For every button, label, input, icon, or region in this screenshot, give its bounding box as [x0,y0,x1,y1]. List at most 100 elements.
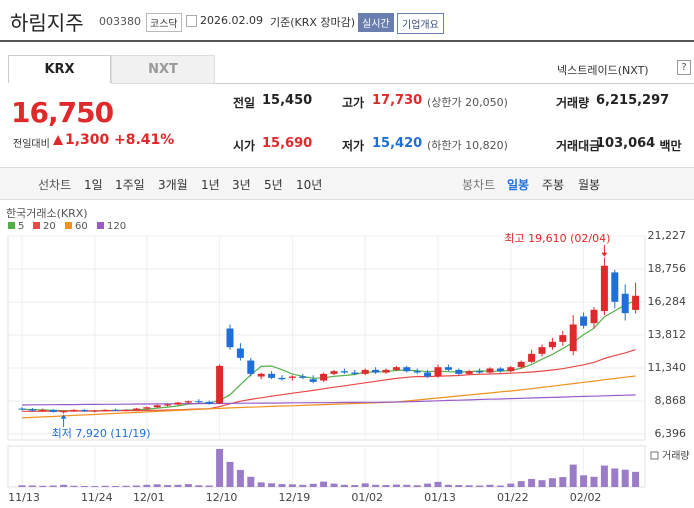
basis: 기준(KRX 장마감) [270,16,356,29]
period-button[interactable]: 10년 [296,178,323,192]
quote-value: 15,450 [262,93,313,108]
y-tick-label: 6,396 [655,427,687,440]
candle-body [528,353,536,362]
x-tick-label: 12/01 [133,491,165,504]
candle-body [70,409,78,412]
candle-body [184,401,192,403]
period-button[interactable]: 3개월 [158,178,188,192]
candle-body [392,367,400,370]
krx-tab[interactable]: KRX [8,55,111,83]
volume-bar [548,478,556,487]
x-tick-label: 12/19 [279,491,311,504]
help-icon[interactable]: ? [677,60,691,75]
volume-bar [632,471,640,487]
candle-body [112,409,120,411]
volume-bar [28,485,36,487]
chart-title: 한국거래소(KRX) [6,207,88,220]
volume-bar [621,469,629,487]
volume-bar [122,485,130,487]
legend-label: 5 [18,221,24,232]
candle-body [372,369,380,373]
volume-bar [392,484,400,487]
low-annotation: 최저 7,920 (11/19) [52,427,151,440]
candle-body [486,368,494,373]
line-chart-label: 선차트 [38,178,72,192]
volume-bar [205,485,213,487]
candle-body [101,409,109,411]
volume-bar [60,484,68,487]
quote-value: 15,420 [372,136,423,151]
volume-bar [153,484,161,487]
period-button[interactable]: 3년 [232,178,251,192]
period-button[interactable]: 1년 [201,178,220,192]
volume-bar [101,485,109,487]
period-button[interactable]: 월봉 [578,178,601,192]
period-button[interactable]: 1주일 [115,178,145,192]
candle-body [632,295,640,310]
period-button[interactable]: 주봉 [542,178,565,192]
quote-note: (하한가 10,820) [427,139,508,152]
current-price: 16,750 [11,96,114,129]
market-badge: 코스닥 [146,13,182,32]
volume-bar [288,484,296,487]
candle-body [413,371,421,373]
x-tick-label: 12/10 [206,491,238,504]
volume-bar [257,482,265,487]
volume-bar [320,481,328,487]
candle-body [195,401,203,403]
candle-body [465,371,473,374]
volume-bar [132,485,140,487]
candle-body [548,341,556,348]
candle-body [403,367,411,372]
legend-swatch [65,222,72,229]
candle-body [496,368,504,372]
candle-body [80,409,88,412]
candle-body [257,373,265,377]
y-tick-label: 8,868 [655,394,687,407]
candle-body [455,369,463,374]
toolbar [0,167,694,200]
candle-body [288,376,296,378]
volume-bar [580,475,588,487]
volume-bar [112,486,120,487]
period-button[interactable]: 5년 [264,178,283,192]
volume-bar [216,448,224,487]
volume-bar [174,484,182,487]
volume-bar [476,485,484,487]
ma-line [21,394,636,406]
volume-bar [247,476,255,487]
period-button[interactable]: 1일 [84,178,103,192]
volume-bar [309,483,317,487]
realtime-button[interactable]: 실시간 [358,13,394,32]
candle-body [559,335,567,342]
candle-body [434,367,442,377]
period-button[interactable]: 일봉 [507,178,530,192]
quote-value: 103,064 [596,136,656,151]
volume-bar [486,484,494,487]
candle-body [444,367,452,370]
legend-swatch [33,222,40,229]
candle-body [538,347,546,354]
volume-bar [538,480,546,487]
volume-bar [424,483,432,487]
candle-body [236,348,244,358]
quote-value: 17,730 [372,93,423,108]
candle-body [18,408,26,410]
volume-bar [569,464,577,487]
candle-body [216,365,224,404]
volume-bar [528,478,536,487]
nxt-tab[interactable]: NXT [111,55,215,84]
company-button[interactable]: 기업개요 [397,13,444,34]
y-tick-label: 11,340 [648,361,687,374]
candle-body [143,407,151,409]
x-tick-label: 02/02 [570,491,602,504]
candle-body [507,367,515,372]
quote-label: 저가 [342,139,365,153]
low-arrowhead [60,414,67,419]
date: 2026.02.09 [200,14,263,27]
candle-body [590,309,598,324]
high-arrowhead [601,252,608,257]
volume-bar [559,477,567,487]
candle-body [517,361,525,368]
volume-swatch [650,451,659,460]
